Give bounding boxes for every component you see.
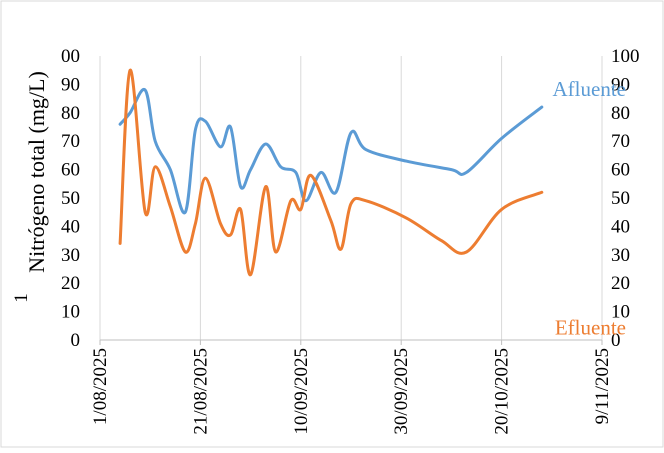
y-left-tick-label: 00 [61,46,80,67]
y-right-tick-label: 10 [611,302,630,323]
x-tick-label: 1/08/2025 [90,348,111,425]
y-axis-label: Nitrógeno total (mg/L) [24,71,49,273]
right-y-axis-ticks: 0 10 20 30 40 50 60 70 80 90 100 [611,46,640,351]
y-right-tick-label: 100 [611,46,640,67]
x-tick-label: 20/10/2025 [492,348,513,435]
y-left-tick-label: 30 [61,245,80,266]
y-left-tick-label: 20 [61,273,80,294]
y-right-tick-label: 80 [611,103,630,124]
series-label-efluente: Efluente [555,315,626,339]
series-line-afluente [118,87,544,215]
y-left-tick-label: 90 [61,74,80,95]
y-left-tick-label: 40 [61,216,80,237]
x-tick-label: 21/08/2025 [190,348,211,435]
y-axis-label-prefix: 1 [11,293,32,303]
x-tick-label: 30/09/2025 [391,348,412,435]
left-y-axis-ticks: 0 10 20 30 40 50 60 70 80 90 00 [61,46,80,351]
y-left-tick-label: 60 [61,160,80,181]
series-labels: Afluente Efluente [553,77,626,340]
y-right-tick-label: 40 [611,216,630,237]
series-label-afluente: Afluente [553,77,626,101]
gridlines [99,56,603,340]
y-left-tick-label: 80 [61,103,80,124]
y-right-tick-label: 0 [611,330,621,351]
x-tick-label: 10/09/2025 [291,348,312,435]
y-left-tick-label: 50 [61,188,80,209]
y-left-tick-label: 0 [71,330,81,351]
y-right-tick-label: 60 [611,160,630,181]
y-left-tick-label: 10 [61,302,80,323]
x-tick-label: 9/11/2025 [592,348,613,424]
series-line-efluente [118,68,544,277]
y-right-tick-label: 50 [611,188,630,209]
x-axis-ticks: 1/08/2025 21/08/2025 10/09/2025 30/09/2025 2… [90,340,613,435]
series-lines [118,68,544,277]
y-right-tick-label: 30 [611,245,630,266]
y-right-tick-label: 70 [611,131,630,152]
y-right-tick-label: 20 [611,273,630,294]
y-right-tick-label: 90 [611,74,630,95]
y-left-tick-label: 70 [61,131,80,152]
